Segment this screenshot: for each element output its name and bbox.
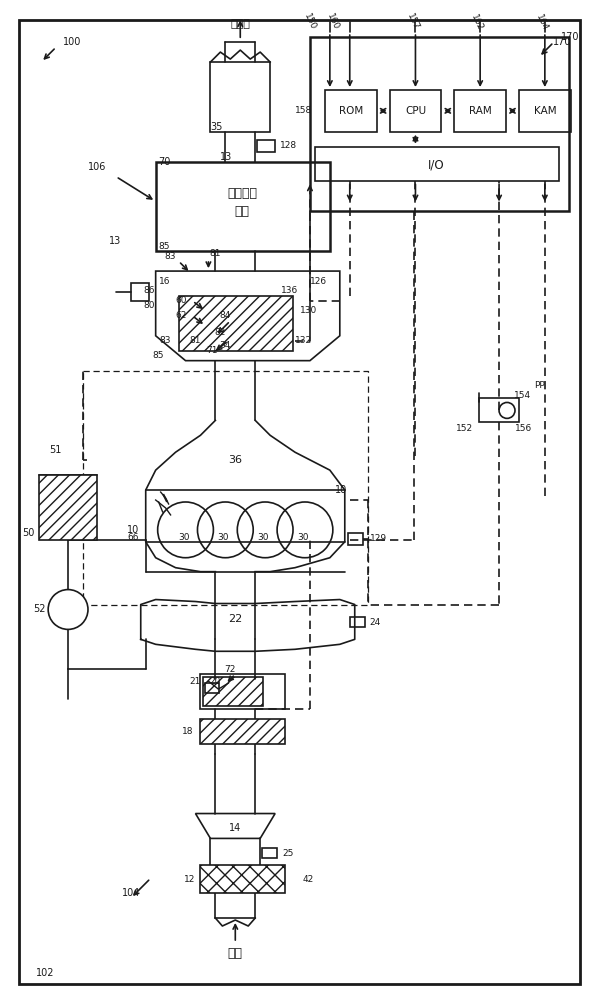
Text: PP: PP <box>534 381 544 390</box>
Text: 13: 13 <box>109 236 121 246</box>
Text: 36: 36 <box>228 455 242 465</box>
Text: 60: 60 <box>176 296 187 305</box>
Bar <box>201 719 285 744</box>
Text: 100: 100 <box>63 37 81 47</box>
Bar <box>205 683 219 693</box>
Text: ROM: ROM <box>338 106 363 116</box>
Text: 81: 81 <box>190 336 201 345</box>
Text: 170: 170 <box>561 32 579 42</box>
Bar <box>210 62 270 132</box>
Text: 进气: 进气 <box>228 947 243 960</box>
Text: 13: 13 <box>220 152 233 162</box>
Text: 84: 84 <box>220 311 231 320</box>
Text: 14: 14 <box>229 823 241 833</box>
Text: 150: 150 <box>302 13 318 32</box>
Text: 12: 12 <box>184 875 195 884</box>
Text: 16: 16 <box>159 277 170 286</box>
Text: 83: 83 <box>160 336 171 345</box>
Text: 30: 30 <box>178 533 189 542</box>
Text: 162: 162 <box>469 13 485 32</box>
Text: 至大气: 至大气 <box>230 19 250 29</box>
Text: 132: 132 <box>295 336 312 345</box>
Text: 81: 81 <box>210 249 221 258</box>
Text: I/O: I/O <box>428 158 445 171</box>
Text: 160: 160 <box>325 13 340 32</box>
Text: 排放控制: 排放控制 <box>227 187 257 200</box>
Text: 156: 156 <box>515 424 533 433</box>
Text: 102: 102 <box>36 968 55 978</box>
Text: 24: 24 <box>370 618 381 627</box>
Text: 42: 42 <box>303 875 314 884</box>
Text: 20: 20 <box>210 677 221 686</box>
Text: 136: 136 <box>281 286 298 295</box>
Text: 126: 126 <box>310 277 327 286</box>
Text: 86: 86 <box>143 286 155 295</box>
Bar <box>479 398 519 422</box>
Bar <box>310 37 569 211</box>
Bar <box>156 162 330 251</box>
Text: 85: 85 <box>153 351 164 360</box>
Text: 50: 50 <box>22 528 34 538</box>
Bar <box>201 865 285 893</box>
Text: 62: 62 <box>176 311 187 320</box>
Text: 30: 30 <box>297 533 309 542</box>
Text: 72: 72 <box>224 665 236 674</box>
Text: 154: 154 <box>514 391 531 400</box>
Bar <box>454 90 506 132</box>
Text: 52: 52 <box>33 604 46 614</box>
Text: 170: 170 <box>553 37 572 47</box>
Text: 21: 21 <box>189 677 201 686</box>
Text: 164: 164 <box>534 13 550 32</box>
Bar <box>131 283 149 301</box>
Bar <box>350 617 365 627</box>
Bar <box>390 90 441 132</box>
Text: 104: 104 <box>122 888 141 898</box>
Text: 130: 130 <box>300 306 317 315</box>
Bar <box>315 147 559 181</box>
Text: 30: 30 <box>217 533 229 542</box>
Text: 82: 82 <box>215 328 226 337</box>
Text: 70: 70 <box>159 157 171 167</box>
Bar <box>39 475 97 540</box>
Bar <box>325 90 377 132</box>
Text: 34: 34 <box>220 341 231 350</box>
Text: 158: 158 <box>296 106 313 115</box>
Bar <box>262 848 277 858</box>
Text: 106: 106 <box>88 162 106 172</box>
Text: 71: 71 <box>207 346 218 355</box>
Text: 18: 18 <box>182 727 193 736</box>
Text: 30: 30 <box>257 533 269 542</box>
Bar <box>519 90 571 132</box>
Text: 85: 85 <box>159 242 170 251</box>
Bar <box>179 296 293 351</box>
Text: 设备: 设备 <box>235 205 250 218</box>
Text: 35: 35 <box>210 122 223 132</box>
Bar <box>204 677 263 706</box>
Text: 157: 157 <box>405 13 420 32</box>
Text: CPU: CPU <box>405 106 426 116</box>
Bar <box>348 533 363 545</box>
Text: KAM: KAM <box>534 106 556 116</box>
Text: 83: 83 <box>165 252 176 261</box>
Text: 66: 66 <box>127 533 139 542</box>
Text: 25: 25 <box>282 849 294 858</box>
Text: 80: 80 <box>143 301 155 310</box>
Bar <box>257 140 275 152</box>
Circle shape <box>48 590 88 629</box>
Text: RAM: RAM <box>469 106 491 116</box>
Text: 152: 152 <box>456 424 473 433</box>
Text: 10: 10 <box>335 485 347 495</box>
Bar <box>201 674 285 709</box>
Text: 129: 129 <box>370 534 387 543</box>
Text: 22: 22 <box>228 614 242 624</box>
Text: 128: 128 <box>280 141 297 150</box>
Text: 51: 51 <box>49 445 61 455</box>
Text: 10: 10 <box>127 525 139 535</box>
